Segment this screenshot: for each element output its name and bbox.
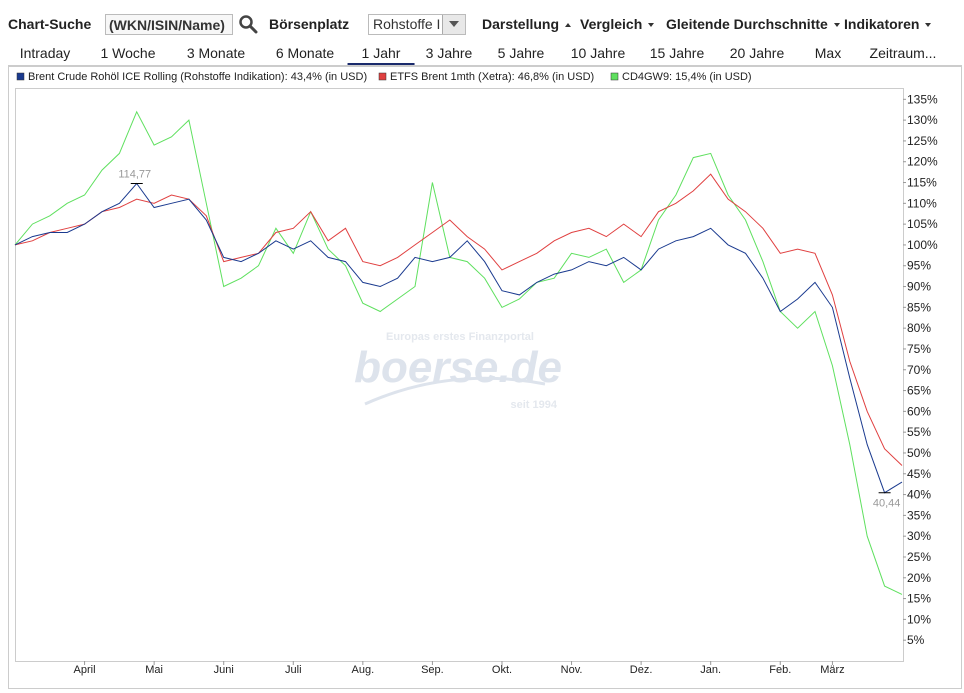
y-tick-label: 85% [907, 300, 931, 314]
y-tick-label: 125% [907, 134, 938, 148]
y-tick-label: 25% [907, 550, 931, 564]
y-tick-label: 40% [907, 488, 931, 502]
y-tick-label: 100% [907, 238, 938, 252]
y-tick-label: 95% [907, 259, 931, 273]
tab[interactable]: 20 Jahre [729, 45, 785, 61]
y-tick-label: 135% [907, 92, 938, 106]
x-tick-label: Feb. [769, 664, 791, 676]
tab[interactable]: 6 Monate [275, 45, 335, 61]
tab-bar: Intraday 1 Woche 3 Monate 6 Monate 1 Jahr 3 J… [8, 41, 962, 66]
x-tick-label: Jan. [700, 664, 721, 676]
tab[interactable]: 10 Jahre [570, 45, 626, 61]
series-line [14, 110, 903, 595]
x-tick-label: April [74, 664, 96, 676]
x-tick-label: März [820, 664, 844, 676]
x-tick-label: Nov. [561, 664, 583, 676]
tab[interactable]: 1 Woche [100, 45, 156, 61]
y-tick-label: 90% [907, 280, 931, 294]
y-tick-label: 35% [907, 508, 931, 522]
menu[interactable]: Gleitende Durchschnitte [666, 16, 840, 32]
select-arrow[interactable] [442, 15, 465, 34]
y-tick-label: 75% [907, 342, 931, 356]
x-tick-label: Mai [145, 664, 163, 676]
menu[interactable]: Vergleich [580, 16, 654, 32]
chart-frame [8, 66, 962, 689]
series-line [14, 182, 903, 494]
plot-area [15, 88, 904, 662]
y-tick-label: 115% [907, 176, 937, 190]
value-label: 114,77 [118, 168, 151, 180]
legend-label: CD4GW9: 15,4% (in USD) [622, 71, 752, 83]
y-tick-label: 105% [907, 217, 938, 231]
legend-swatch [16, 72, 25, 81]
exchange-label: Börsenplatz [269, 16, 350, 32]
tab[interactable]: 3 Jahre [425, 45, 473, 61]
y-tick-label: 20% [907, 571, 931, 585]
tab[interactable]: 1 Jahr [347, 45, 415, 65]
search-input[interactable]: (WKN/ISIN/Name) [105, 14, 233, 35]
x-tick-label: Aug. [352, 664, 375, 676]
search-button[interactable] [238, 14, 258, 34]
y-tick-label: 110% [907, 196, 937, 210]
y-tick-label: 5% [907, 633, 925, 647]
x-tick-label: Juli [285, 664, 302, 676]
watermark-tagline: Europas erstes Finanzportal [386, 331, 534, 343]
series-line [14, 173, 903, 466]
menu[interactable]: Darstellung [482, 16, 571, 32]
legend-label: ETFS Brent 1mth (Xetra): 46,8% (in USD) [390, 71, 594, 83]
y-tick-label: 80% [907, 321, 931, 335]
y-tick-label: 60% [907, 404, 931, 418]
menu[interactable]: Indikatoren [844, 16, 931, 32]
legend-label: Brent Crude Rohöl ICE Rolling (Rohstoffe… [28, 71, 367, 83]
x-tick-label: Okt. [492, 664, 512, 676]
tab[interactable]: 15 Jahre [649, 45, 705, 61]
y-tick-label: 30% [907, 529, 931, 543]
exchange-value: Rohstoffe I [373, 16, 441, 32]
y-tick-label: 10% [907, 612, 931, 626]
y-tick-label: 120% [907, 155, 938, 169]
exchange-select[interactable]: Rohstoffe I [368, 14, 466, 35]
legend-swatch [378, 72, 387, 81]
tab[interactable]: 5 Jahre [497, 45, 545, 61]
y-tick-label: 50% [907, 446, 931, 460]
tab[interactable]: Intraday [19, 45, 71, 61]
x-tick-label: Juni [214, 664, 234, 676]
y-tick-label: 70% [907, 363, 931, 377]
legend-swatch [610, 72, 619, 81]
watermark-swoosh [364, 376, 546, 406]
x-tick-label: Sep. [421, 664, 444, 676]
y-tick-label: 55% [907, 425, 931, 439]
value-label: 40,44 [873, 498, 901, 510]
y-tick-label: 15% [907, 592, 931, 606]
tab[interactable]: 3 Monate [186, 45, 246, 61]
tab[interactable]: Zeitraum... [869, 45, 937, 61]
y-tick-label: 130% [907, 113, 938, 127]
search-label: Chart-Suche [8, 16, 92, 32]
watermark-brand: boerse.de [354, 343, 562, 392]
watermark-since: seit 1994 [511, 399, 558, 411]
tab[interactable]: Max [814, 45, 842, 61]
x-tick-label: Dez. [630, 664, 653, 676]
y-tick-label: 65% [907, 384, 931, 398]
y-tick-label: 45% [907, 467, 931, 481]
